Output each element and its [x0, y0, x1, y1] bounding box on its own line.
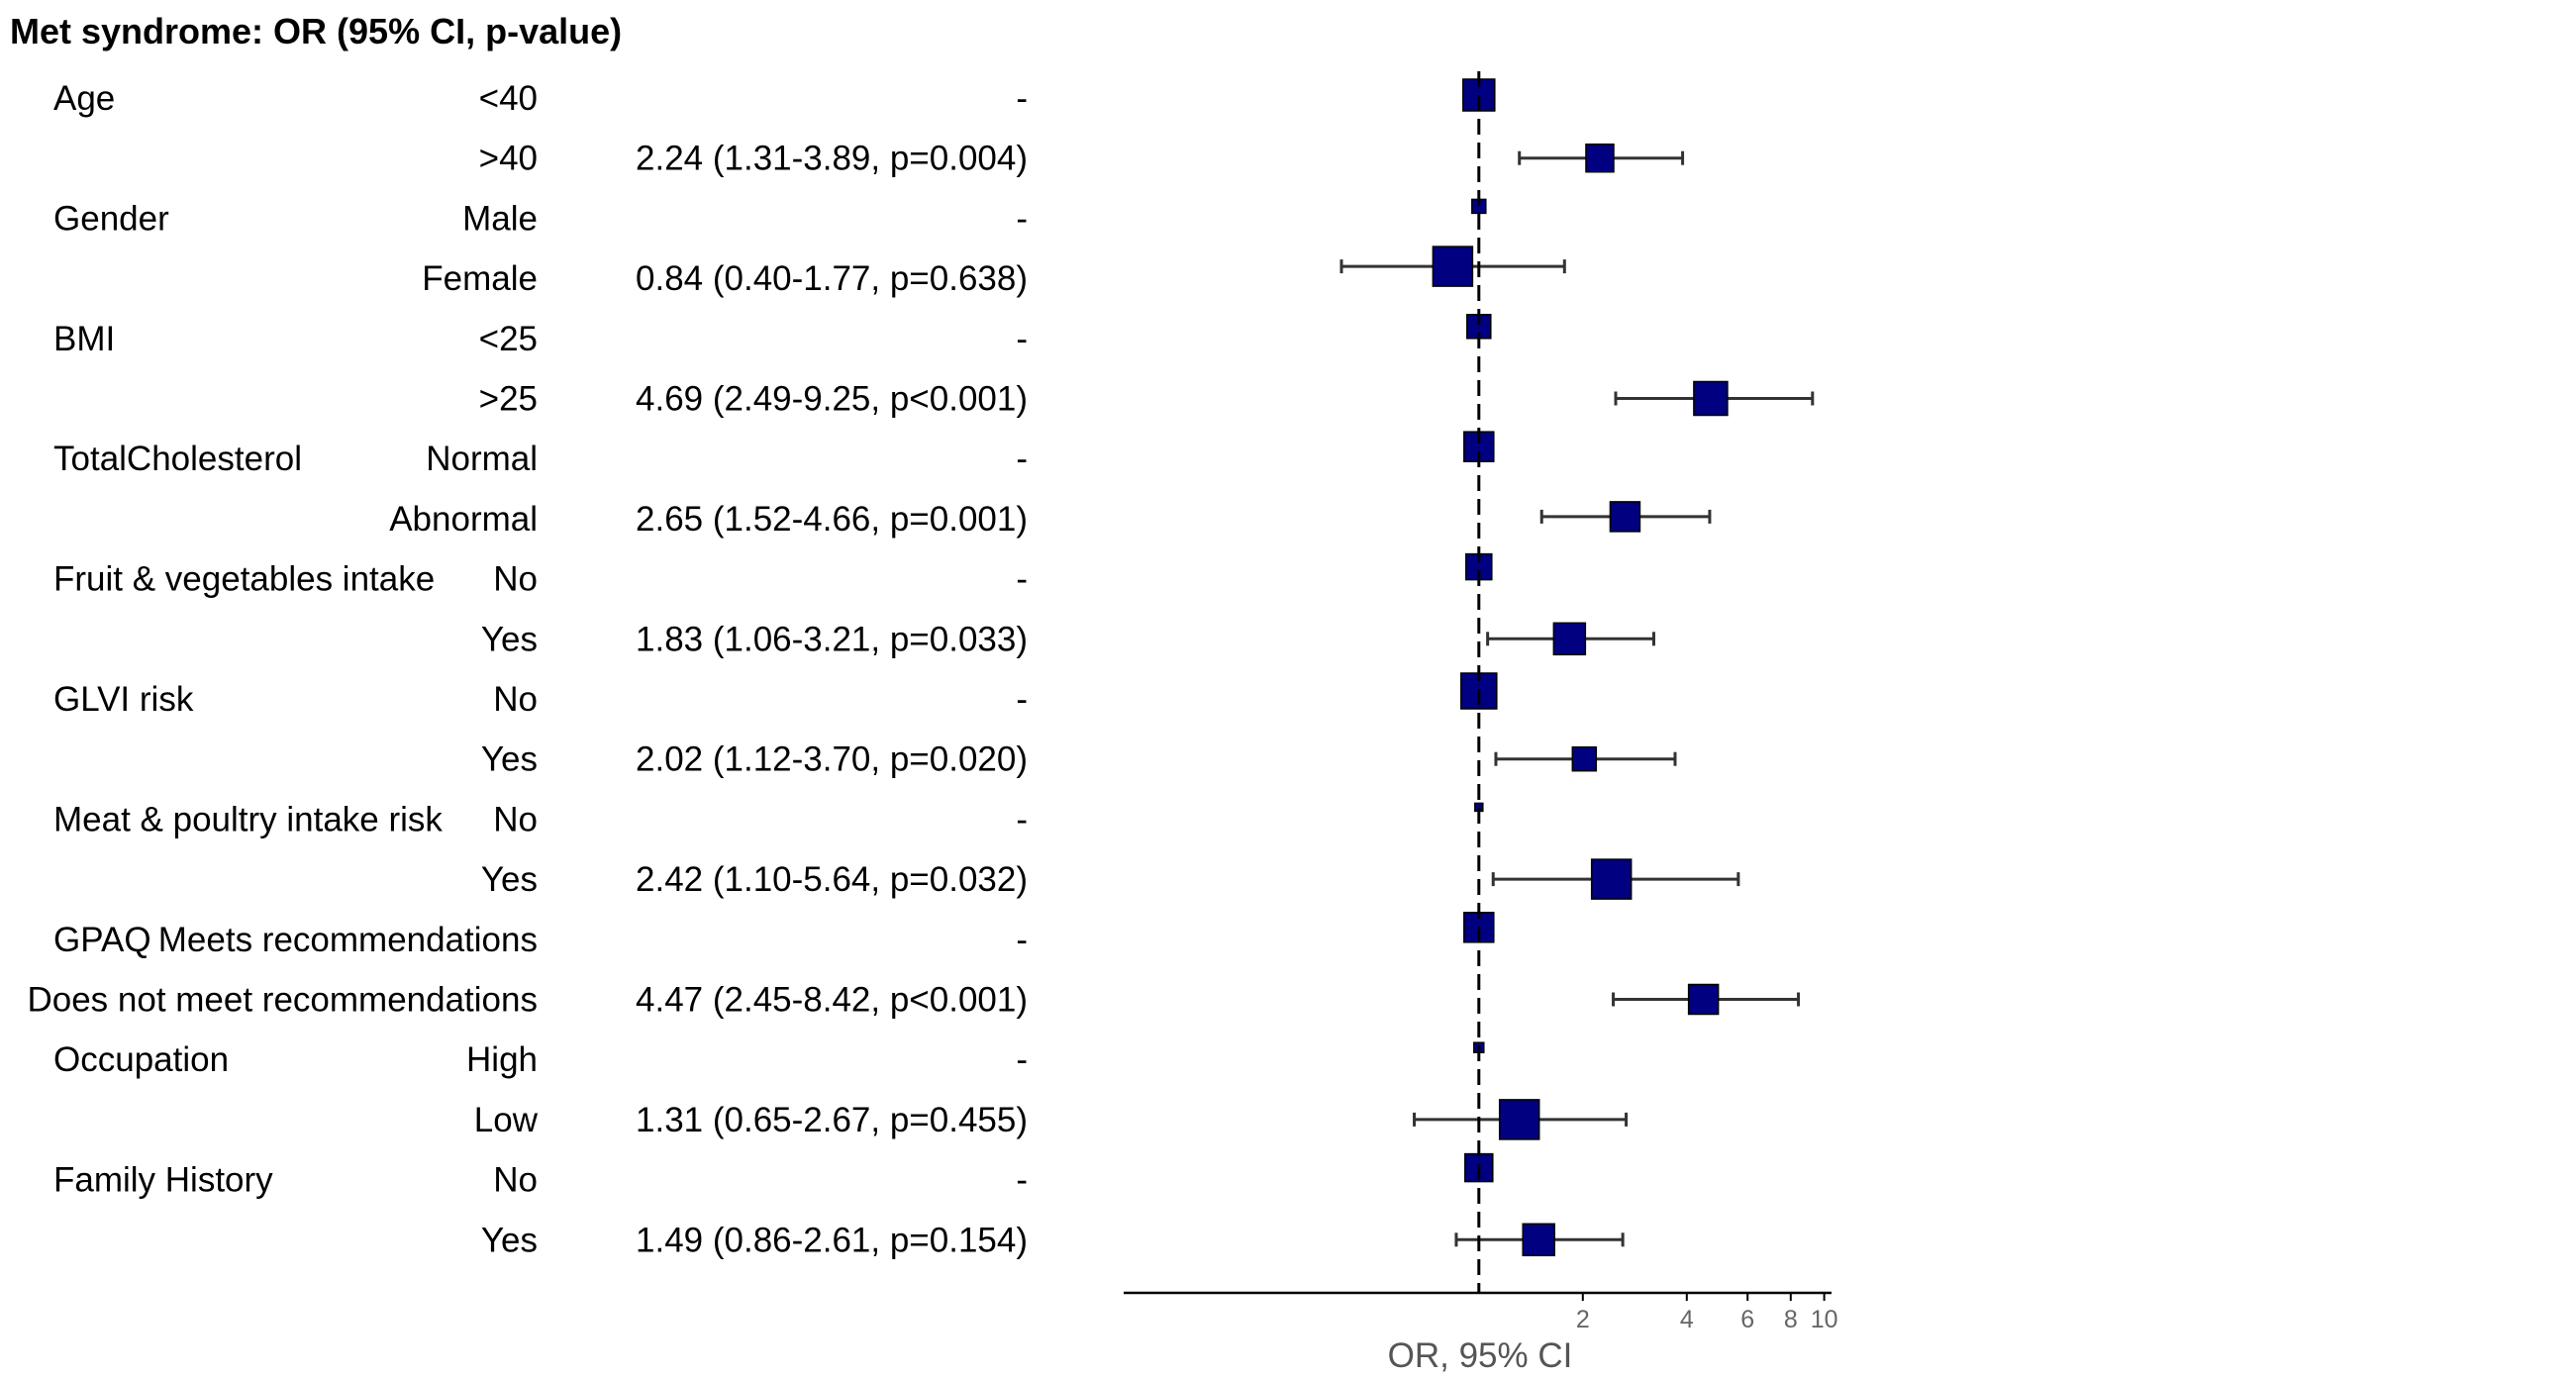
ci-text: - — [1016, 800, 1028, 838]
variable-label: Family History — [53, 1161, 273, 1200]
variable-label: GPAQ — [53, 921, 151, 959]
level-label: High — [466, 1040, 538, 1079]
forest-row: Yes 1.49 (0.86-2.61, p=0.154) — [481, 1221, 1028, 1259]
or-marker — [1590, 858, 1633, 900]
or-marker — [1693, 380, 1729, 417]
ci-text: 0.84 (0.40-1.77, p=0.638) — [636, 259, 1028, 298]
level-label: Does not meet recommendations — [27, 981, 538, 1020]
variable-label: Age — [53, 79, 115, 118]
variable-label: Gender — [53, 199, 169, 238]
variable-label: Fruit & vegetables intake — [53, 560, 435, 599]
forest-row: Occupation High - — [53, 1040, 1028, 1079]
ci-text: - — [1016, 560, 1028, 599]
ci-text: 2.42 (1.10-5.64, p=0.032) — [636, 860, 1028, 899]
variable-label: TotalCholesterol — [53, 440, 302, 478]
ci-text: - — [1016, 199, 1028, 238]
or-marker — [1552, 622, 1587, 656]
level-label: <25 — [479, 320, 538, 358]
or-marker — [1687, 983, 1720, 1016]
forest-row: >25 4.69 (2.49-9.25, p<0.001) — [479, 380, 1028, 419]
ci-text: - — [1016, 79, 1028, 118]
or-marker — [1585, 143, 1615, 173]
level-label: >40 — [479, 140, 538, 178]
or-marker — [1498, 1099, 1540, 1140]
chart-title: Met syndrome: OR (95% CI, p-value) — [10, 11, 622, 51]
ci-text: - — [1016, 440, 1028, 478]
forest-row: Does not meet recommendations 4.47 (2.45-… — [27, 981, 1028, 1020]
x-axis-label: OR, 95% CI — [1388, 1336, 1573, 1375]
ci-text: - — [1016, 320, 1028, 358]
level-label: No — [493, 680, 538, 719]
variable-label: Meat & poultry intake risk — [53, 800, 443, 838]
forest-row: Age <40 - — [53, 79, 1028, 118]
x-tick-label: 2 — [1576, 1306, 1590, 1333]
forest-row: Abnormal 2.65 (1.52-4.66, p=0.001) — [389, 500, 1028, 539]
forest-row: Yes 1.83 (1.06-3.21, p=0.033) — [481, 620, 1028, 658]
forest-row: Yes 2.02 (1.12-3.70, p=0.020) — [481, 740, 1028, 779]
ci-text: 2.24 (1.31-3.89, p=0.004) — [636, 140, 1028, 178]
level-label: Yes — [481, 740, 538, 779]
ci-text: 4.69 (2.49-9.25, p<0.001) — [636, 380, 1028, 419]
level-label: Female — [422, 259, 538, 298]
ci-text: 1.49 (0.86-2.61, p=0.154) — [636, 1221, 1028, 1259]
x-tick-label: 8 — [1784, 1306, 1798, 1333]
forest-row: >40 2.24 (1.31-3.89, p=0.004) — [479, 140, 1028, 178]
variable-label: GLVI risk — [53, 680, 194, 719]
variable-label: Occupation — [53, 1040, 229, 1079]
x-tick-label: 10 — [1811, 1306, 1838, 1333]
or-marker — [1432, 246, 1474, 287]
forest-rows: Age <40 - >40 2.24 (1.31-3.89, p=0.004) Gende… — [27, 79, 1028, 1259]
or-marker — [1571, 745, 1598, 772]
forest-row: Gender Male - — [53, 199, 1028, 238]
or-marker — [1522, 1223, 1555, 1257]
forest-row: TotalCholesterol Normal - — [53, 440, 1028, 478]
ci-text: - — [1016, 1040, 1028, 1079]
level-label: No — [493, 560, 538, 599]
or-marker — [1609, 501, 1641, 533]
level-label: Male — [462, 199, 538, 238]
ci-text: 4.47 (2.45-8.42, p<0.001) — [636, 981, 1028, 1020]
level-label: Yes — [481, 860, 538, 899]
level-label: Low — [474, 1101, 539, 1139]
x-tick-label: 6 — [1740, 1306, 1754, 1333]
ci-text: - — [1016, 1161, 1028, 1200]
forest-marks — [1339, 78, 1815, 1257]
level-label: Yes — [481, 1221, 538, 1259]
level-label: No — [493, 800, 538, 838]
level-label: Yes — [481, 620, 538, 658]
forest-row: Female 0.84 (0.40-1.77, p=0.638) — [422, 259, 1028, 298]
level-label: Meets recommendations — [158, 921, 538, 959]
forest-row: Family History No - — [53, 1161, 1028, 1200]
level-label: Abnormal — [389, 500, 538, 539]
variable-label: BMI — [53, 320, 115, 358]
forest-row: Yes 2.42 (1.10-5.64, p=0.032) — [481, 860, 1028, 899]
ci-text: 2.02 (1.12-3.70, p=0.020) — [636, 740, 1028, 779]
forest-row: Meat & poultry intake risk No - — [53, 800, 1028, 838]
x-tick-label: 4 — [1680, 1306, 1694, 1333]
x-axis: 2 4 6 8 10 — [1124, 71, 1838, 1333]
forest-row: GLVI risk No - — [53, 680, 1028, 719]
ci-text: - — [1016, 921, 1028, 959]
forest-row: GPAQ Meets recommendations - — [53, 921, 1028, 959]
forest-row: Low 1.31 (0.65-2.67, p=0.455) — [474, 1101, 1028, 1139]
forest-row: BMI <25 - — [53, 320, 1028, 358]
ci-text: 1.31 (0.65-2.67, p=0.455) — [636, 1101, 1028, 1139]
level-label: >25 — [479, 380, 538, 419]
level-label: <40 — [479, 79, 538, 118]
ci-text: - — [1016, 680, 1028, 719]
ci-text: 2.65 (1.52-4.66, p=0.001) — [636, 500, 1028, 539]
level-label: Normal — [426, 440, 538, 478]
ci-text: 1.83 (1.06-3.21, p=0.033) — [636, 620, 1028, 658]
forest-row: Fruit & vegetables intake No - — [53, 560, 1028, 599]
level-label: No — [493, 1161, 538, 1200]
